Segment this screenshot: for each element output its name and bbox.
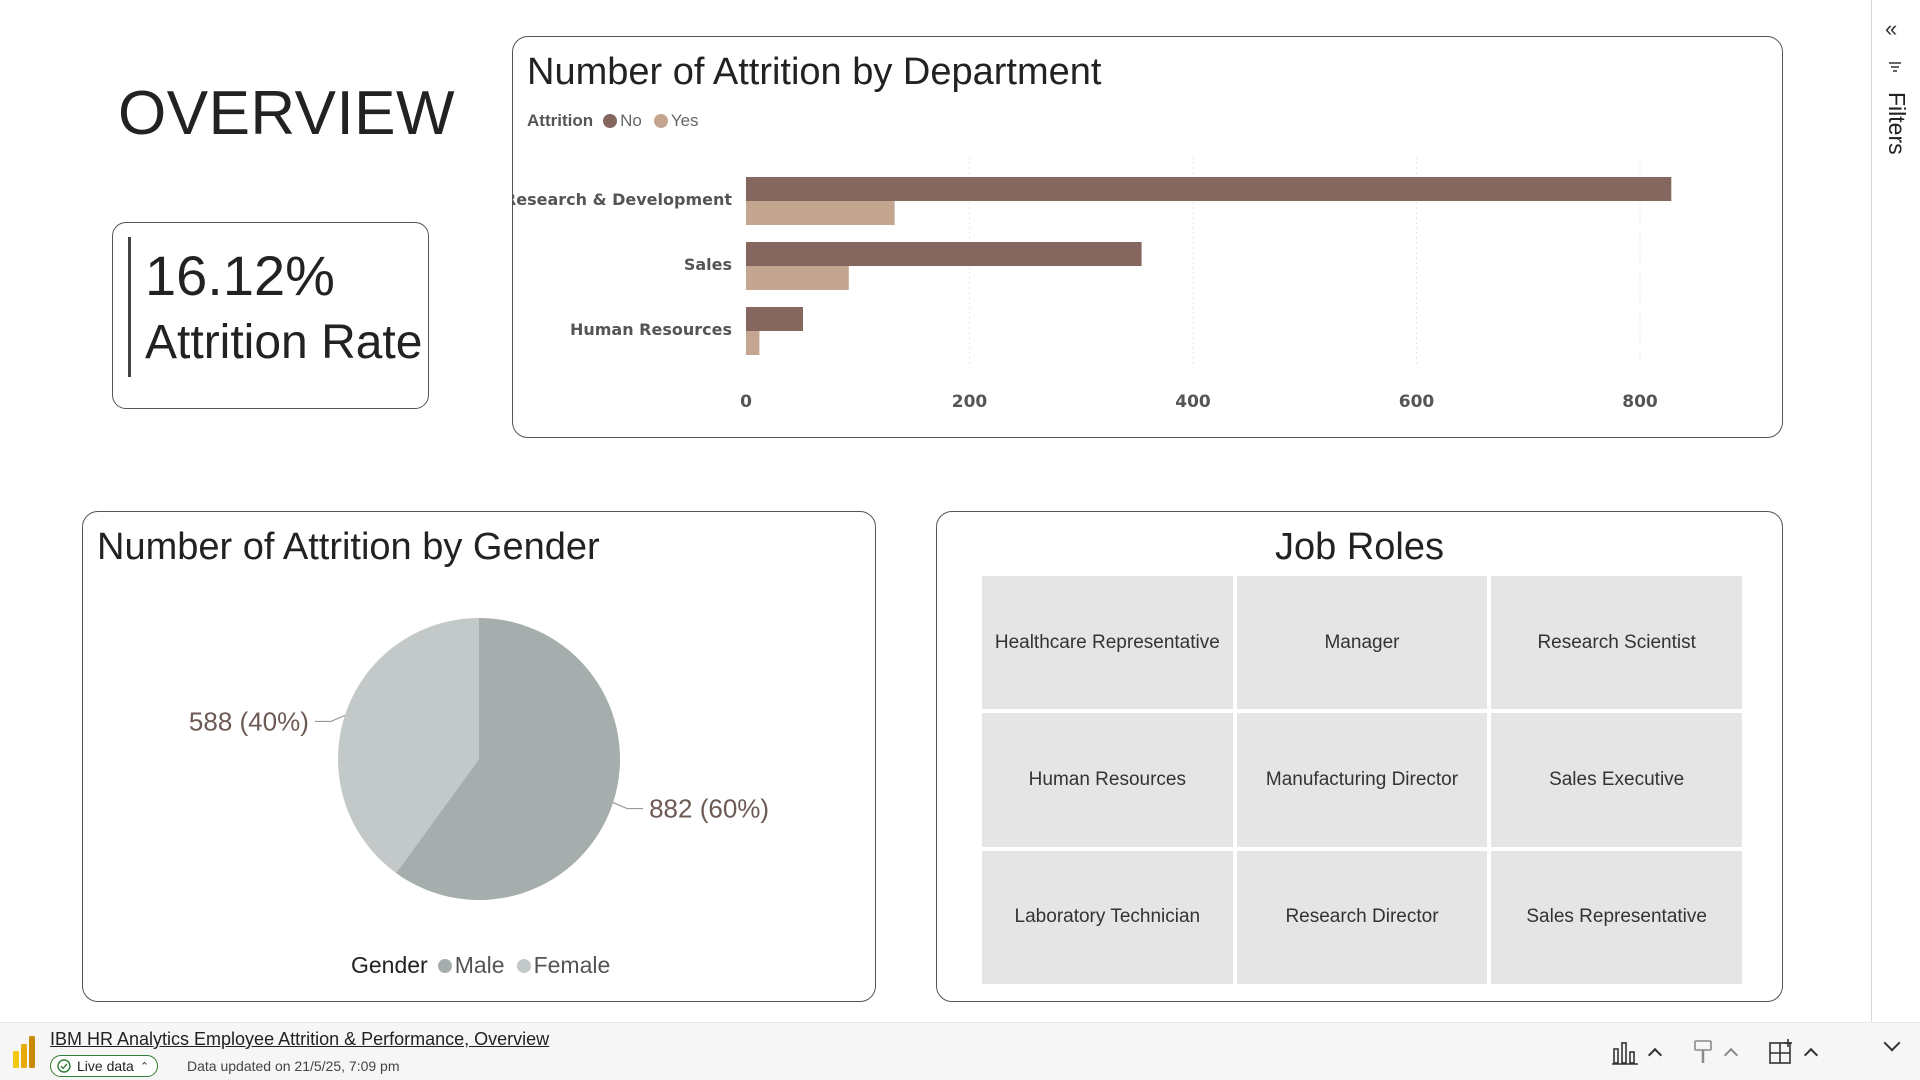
role-tile[interactable]: Sales Representative <box>1491 850 1742 984</box>
visual-menu-button[interactable] <box>1612 1037 1663 1067</box>
x-tick-label: 400 <box>1175 392 1211 412</box>
legend-label-male: Male <box>454 952 505 978</box>
department-chart-title: Number of Attrition by Department <box>527 51 1102 93</box>
filters-toggle[interactable]: Filters <box>1884 92 1910 155</box>
legend-label-no: No <box>620 111 642 130</box>
kpi-label: Attrition Rate <box>145 316 423 369</box>
legend-title: Gender <box>351 952 428 978</box>
job-roles-card: Job Roles Healthcare Representative Mana… <box>936 511 1783 1002</box>
legend-dot-yes <box>653 114 668 128</box>
filters-pane <box>1872 0 1920 1022</box>
gender-chart-legend: Gender Male Female <box>351 952 622 979</box>
grid-add-icon <box>1769 1039 1792 1064</box>
check-circle-icon <box>57 1059 71 1073</box>
bar-no <box>746 177 1672 201</box>
bar-chart-icon <box>1612 1042 1638 1065</box>
double-chevron-left-icon[interactable]: « <box>1885 16 1898 41</box>
gender-chart-title: Number of Attrition by Gender <box>97 526 600 568</box>
kpi-accent-bar <box>128 237 131 377</box>
pie-leader-line <box>314 714 346 723</box>
chevron-up-icon <box>1723 1047 1739 1063</box>
format-painter-button[interactable] <box>1692 1037 1739 1067</box>
pie-leader-line <box>612 802 644 810</box>
legend-label-yes: Yes <box>670 111 699 130</box>
category-label: Sales <box>684 255 732 274</box>
role-tile[interactable]: Research Director <box>1236 850 1488 984</box>
chevron-up-icon <box>1803 1047 1819 1063</box>
report-title-link[interactable]: IBM HR Analytics Employee Attrition & Pe… <box>50 1029 550 1049</box>
role-tile[interactable]: Manager <box>1236 576 1488 710</box>
gender-chart-card[interactable]: 882 (60%) 588 (40%) Number of Attrition b… <box>82 511 876 1002</box>
department-chart-legend: Attrition No Yes <box>527 111 711 131</box>
pie-slice-male <box>396 618 620 900</box>
x-tick-label: 200 <box>952 392 988 412</box>
role-tile[interactable]: Laboratory Technician <box>982 850 1233 984</box>
legend-dot-female <box>516 958 531 973</box>
chevron-down-icon: ⌃ <box>139 1060 150 1073</box>
department-bar-chart: 0 200 400 600 800 Research & Development Sales… <box>513 157 1672 412</box>
data-updated-text: Data updated on 21/5/25, 7:09 pm <box>187 1058 400 1074</box>
gender-pie-chart: 882 (60%) 588 (40%) <box>189 618 769 900</box>
x-tick-label: 800 <box>1622 392 1658 412</box>
bar-no <box>746 307 803 331</box>
department-chart-card[interactable]: 0 200 400 600 800 Research & Development Sales… <box>512 36 1783 438</box>
chevron-up-icon <box>1647 1047 1663 1063</box>
role-tile[interactable]: Sales Executive <box>1491 713 1742 847</box>
role-tile[interactable]: Manufacturing Director <box>1236 713 1488 847</box>
legend-item-yes[interactable]: Yes <box>653 111 699 131</box>
legend-item-female[interactable]: Female <box>516 952 611 979</box>
bar-yes <box>746 201 895 225</box>
bar-no <box>746 242 1142 266</box>
legend-dot-no <box>603 114 618 128</box>
legend-item-male[interactable]: Male <box>437 952 505 979</box>
role-tile[interactable]: Healthcare Representative <box>982 576 1233 710</box>
bar-yes <box>746 331 760 355</box>
legend-dot-male <box>437 958 452 973</box>
x-tick-label: 600 <box>1399 392 1435 412</box>
page-title: OVERVIEW <box>118 79 456 148</box>
filter-icon <box>1889 62 1901 72</box>
pie-data-label: 588 (40%) <box>189 706 309 736</box>
category-label: Human Resources <box>570 320 732 339</box>
legend-title: Attrition <box>527 111 594 130</box>
filters-pane-divider <box>1871 0 1872 1022</box>
kpi-value: 16.12% <box>145 244 335 307</box>
bar-yes <box>746 266 849 290</box>
pie-slice-female <box>338 618 479 874</box>
paintbrush-icon <box>1694 1040 1712 1063</box>
live-data-button[interactable]: Live data ⌃ <box>50 1055 159 1077</box>
power-bi-logo-icon <box>13 1036 35 1068</box>
chevron-down-icon[interactable] <box>1883 1034 1901 1052</box>
x-tick-label: 0 <box>740 392 752 412</box>
legend-item-no[interactable]: No <box>603 111 642 131</box>
legend-label-female: Female <box>533 952 611 978</box>
live-data-label: Live data <box>77 1058 134 1074</box>
role-tile[interactable]: Human Resources <box>982 713 1233 847</box>
status-footer: IBM HR Analytics Employee Attrition & Pe… <box>0 1022 1920 1080</box>
category-label: Research & Development <box>513 190 732 209</box>
pie-data-label: 882 (60%) <box>649 794 769 824</box>
role-tile[interactable]: Research Scientist <box>1491 576 1742 710</box>
insert-visual-button[interactable] <box>1768 1037 1819 1067</box>
job-roles-grid: Healthcare Representative Manager Resear… <box>982 576 1742 984</box>
job-roles-title: Job Roles <box>1275 526 1444 568</box>
attrition-rate-card[interactable]: 16.12% Attrition Rate <box>112 222 429 409</box>
